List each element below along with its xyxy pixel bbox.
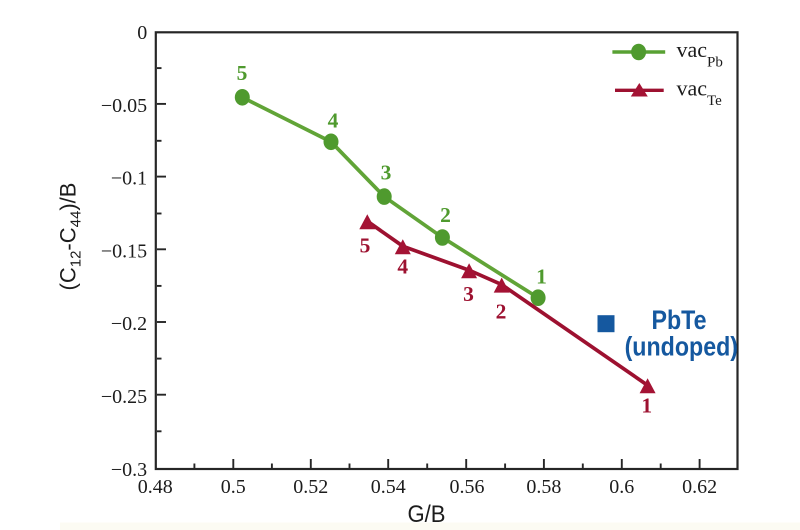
svg-text:(C12-C44)/B: (C12-C44)/B — [56, 183, 85, 291]
svg-text:1: 1 — [536, 264, 547, 288]
svg-text:PbTe: PbTe — [651, 305, 706, 335]
svg-text:1: 1 — [641, 393, 652, 417]
svg-text:2: 2 — [440, 203, 451, 227]
svg-text:0: 0 — [137, 22, 147, 44]
svg-text:0.54: 0.54 — [371, 476, 406, 498]
svg-text:0.62: 0.62 — [682, 476, 717, 498]
svg-text:5: 5 — [360, 234, 371, 258]
svg-text:−0.3: −0.3 — [111, 459, 147, 481]
svg-text:2: 2 — [496, 299, 507, 323]
svg-text:−0.15: −0.15 — [101, 240, 147, 262]
svg-text:(undoped): (undoped) — [625, 332, 738, 362]
svg-text:0.58: 0.58 — [526, 476, 561, 498]
svg-text:−0.05: −0.05 — [101, 95, 147, 117]
svg-text:0.48: 0.48 — [138, 476, 173, 498]
svg-text:−0.25: −0.25 — [101, 386, 147, 408]
svg-text:−0.2: −0.2 — [111, 313, 147, 335]
svg-text:0.52: 0.52 — [293, 476, 328, 498]
svg-text:3: 3 — [463, 282, 474, 306]
svg-text:0.6: 0.6 — [609, 476, 634, 498]
svg-text:0.56: 0.56 — [450, 476, 485, 498]
svg-text:−0.1: −0.1 — [111, 168, 147, 190]
svg-text:4: 4 — [397, 254, 408, 278]
svg-text:4: 4 — [328, 108, 339, 132]
svg-text:G/B: G/B — [408, 500, 446, 527]
svg-text:5: 5 — [237, 61, 248, 85]
svg-text:3: 3 — [381, 160, 392, 184]
svg-text:0.5: 0.5 — [221, 476, 246, 498]
